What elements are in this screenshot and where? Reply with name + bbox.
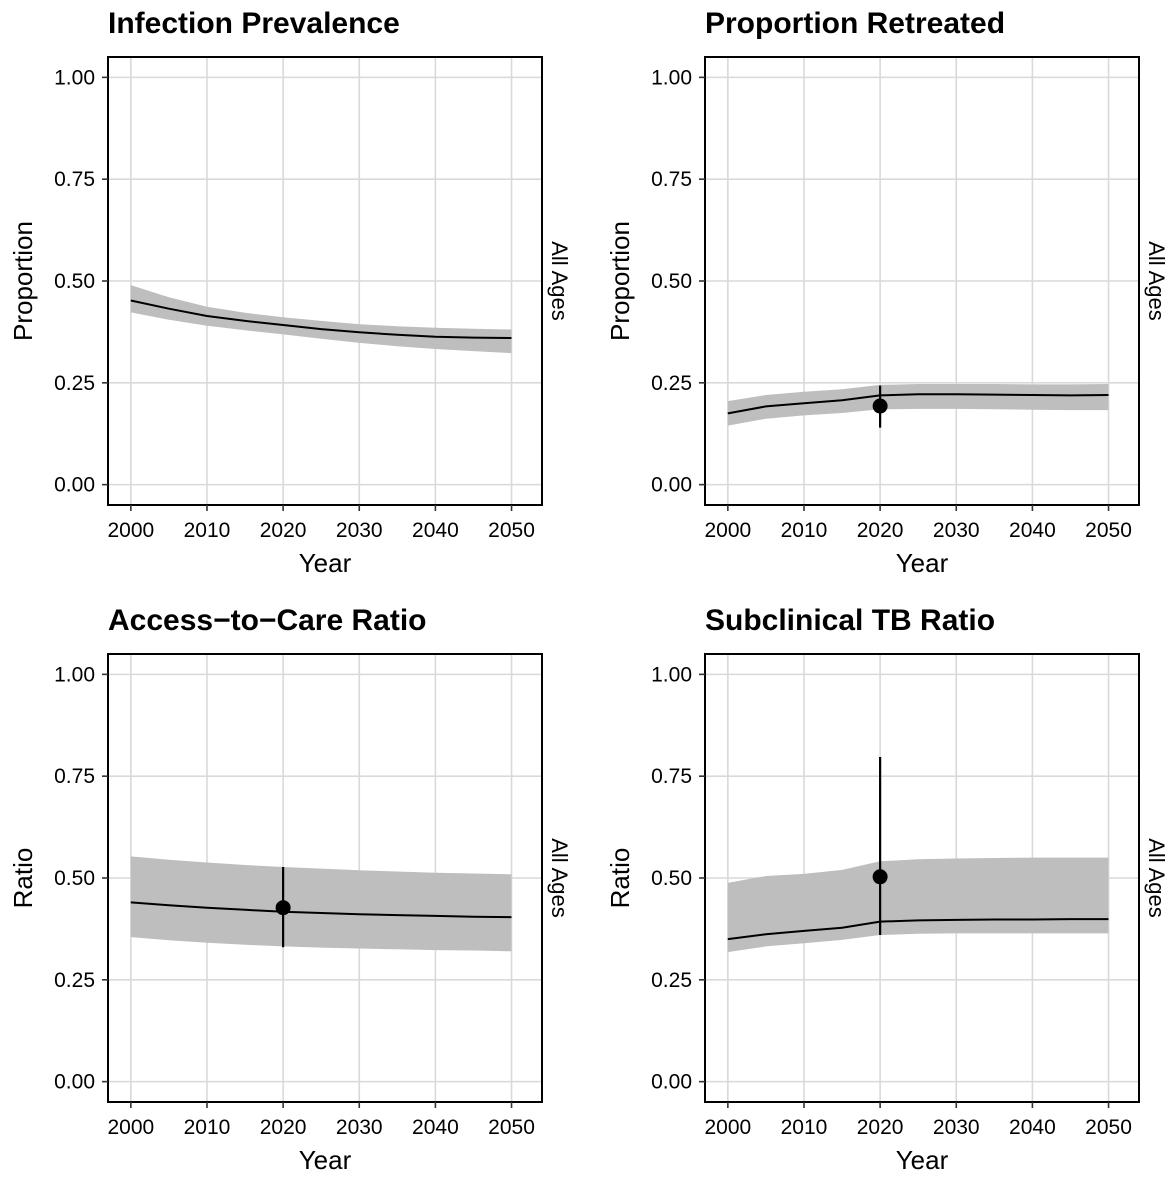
y-axis-label: Ratio — [605, 848, 635, 909]
y-tick-label: 0.75 — [54, 168, 95, 191]
x-tick-label: 2040 — [412, 1116, 459, 1139]
x-tick-label: 2010 — [781, 1116, 828, 1139]
y-axis-label: Proportion — [8, 221, 38, 341]
x-tick-label: 2050 — [1085, 519, 1132, 542]
y-tick-label: 0.75 — [54, 765, 95, 788]
chart-title: Access−to−Care Ratio — [108, 604, 427, 637]
y-tick-label: 1.00 — [54, 66, 95, 89]
panel-infection-prevalence: Infection Prevalence 2000 2010 2020 2030 2040… — [0, 0, 587, 586]
x-tick-label: 2020 — [260, 1116, 307, 1139]
panel-access-to-care-ratio: Access−to−Care Ratio 2000 2010 2020 2030 2040… — [0, 597, 587, 1183]
x-tick-label: 2010 — [781, 519, 828, 542]
x-tick-label: 2030 — [336, 519, 383, 542]
y-tick-label: 0.00 — [54, 1071, 95, 1094]
target-point — [872, 398, 888, 414]
uncertainty-ribbon — [727, 857, 1109, 953]
y-tick-label: 0.00 — [651, 474, 692, 497]
y-tick-label: 0.50 — [651, 270, 692, 293]
x-tick-label: 2000 — [704, 519, 751, 542]
series-line — [130, 299, 512, 339]
y-tick-label: 0.25 — [651, 969, 692, 992]
y-tick-label: 1.00 — [651, 663, 692, 686]
y-tick-label: 0.00 — [54, 474, 95, 497]
series-line — [727, 393, 1109, 415]
chart-svg: Access−to−Care Ratio 2000 2010 2020 2030 2040… — [8, 604, 572, 1175]
x-tick-label: 2050 — [1085, 1116, 1132, 1139]
panel-subclinical-tb-ratio: Subclinical TB Ratio 2000 2010 2020 2030 2040… — [597, 597, 1175, 1183]
series-line — [130, 901, 512, 919]
chart-svg: Proportion Retreated 2000 2010 2020 2030 2040… — [605, 7, 1169, 578]
chart-title: Infection Prevalence — [108, 7, 400, 40]
facet-strip-label: All Ages — [547, 241, 572, 321]
y-tick-label: 0.50 — [54, 867, 95, 890]
y-tick-label: 0.50 — [651, 867, 692, 890]
chart-svg: Subclinical TB Ratio 2000 2010 2020 2030 2040… — [605, 604, 1169, 1175]
y-axis-label: Ratio — [8, 848, 38, 909]
panel-proportion-retreated: Proportion Retreated 2000 2010 2020 2030 2040… — [597, 0, 1175, 586]
y-tick-label: 1.00 — [651, 66, 692, 89]
x-tick-label: 2010 — [184, 1116, 231, 1139]
x-tick-label: 2000 — [704, 1116, 751, 1139]
target-point — [275, 900, 291, 916]
x-tick-label: 2030 — [336, 1116, 383, 1139]
x-axis-label: Year — [299, 1145, 352, 1175]
facet-strip-label: All Ages — [1144, 241, 1169, 321]
x-tick-label: 2010 — [184, 519, 231, 542]
series-line — [727, 918, 1109, 941]
y-tick-label: 0.25 — [54, 969, 95, 992]
y-tick-label: 0.75 — [651, 765, 692, 788]
chart-title: Proportion Retreated — [705, 7, 1005, 40]
x-axis-label: Year — [896, 1145, 949, 1175]
x-tick-label: 2040 — [412, 519, 459, 542]
x-tick-label: 2020 — [260, 519, 307, 542]
uncertainty-ribbon — [130, 285, 512, 354]
y-tick-label: 1.00 — [54, 663, 95, 686]
x-tick-label: 2050 — [488, 1116, 535, 1139]
y-tick-label: 0.25 — [54, 372, 95, 395]
x-tick-label: 2020 — [857, 519, 904, 542]
chart-title: Subclinical TB Ratio — [705, 604, 995, 637]
y-tick-label: 0.50 — [54, 270, 95, 293]
uncertainty-ribbon — [130, 856, 512, 952]
y-tick-label: 0.75 — [651, 168, 692, 191]
x-axis-label: Year — [896, 548, 949, 578]
x-tick-label: 2030 — [933, 519, 980, 542]
target-point — [872, 869, 888, 885]
x-tick-label: 2050 — [488, 519, 535, 542]
x-tick-label: 2000 — [107, 519, 154, 542]
x-tick-label: 2020 — [857, 1116, 904, 1139]
x-tick-label: 2040 — [1009, 519, 1056, 542]
y-tick-label: 0.25 — [651, 372, 692, 395]
y-axis-label: Proportion — [605, 221, 635, 341]
x-tick-label: 2040 — [1009, 1116, 1056, 1139]
facet-strip-label: All Ages — [547, 838, 572, 918]
y-tick-label: 0.00 — [651, 1071, 692, 1094]
x-axis-label: Year — [299, 548, 352, 578]
x-tick-label: 2000 — [107, 1116, 154, 1139]
x-tick-label: 2030 — [933, 1116, 980, 1139]
chart-svg: Infection Prevalence 2000 2010 2020 2030 2040… — [8, 7, 572, 578]
facet-strip-label: All Ages — [1144, 838, 1169, 918]
